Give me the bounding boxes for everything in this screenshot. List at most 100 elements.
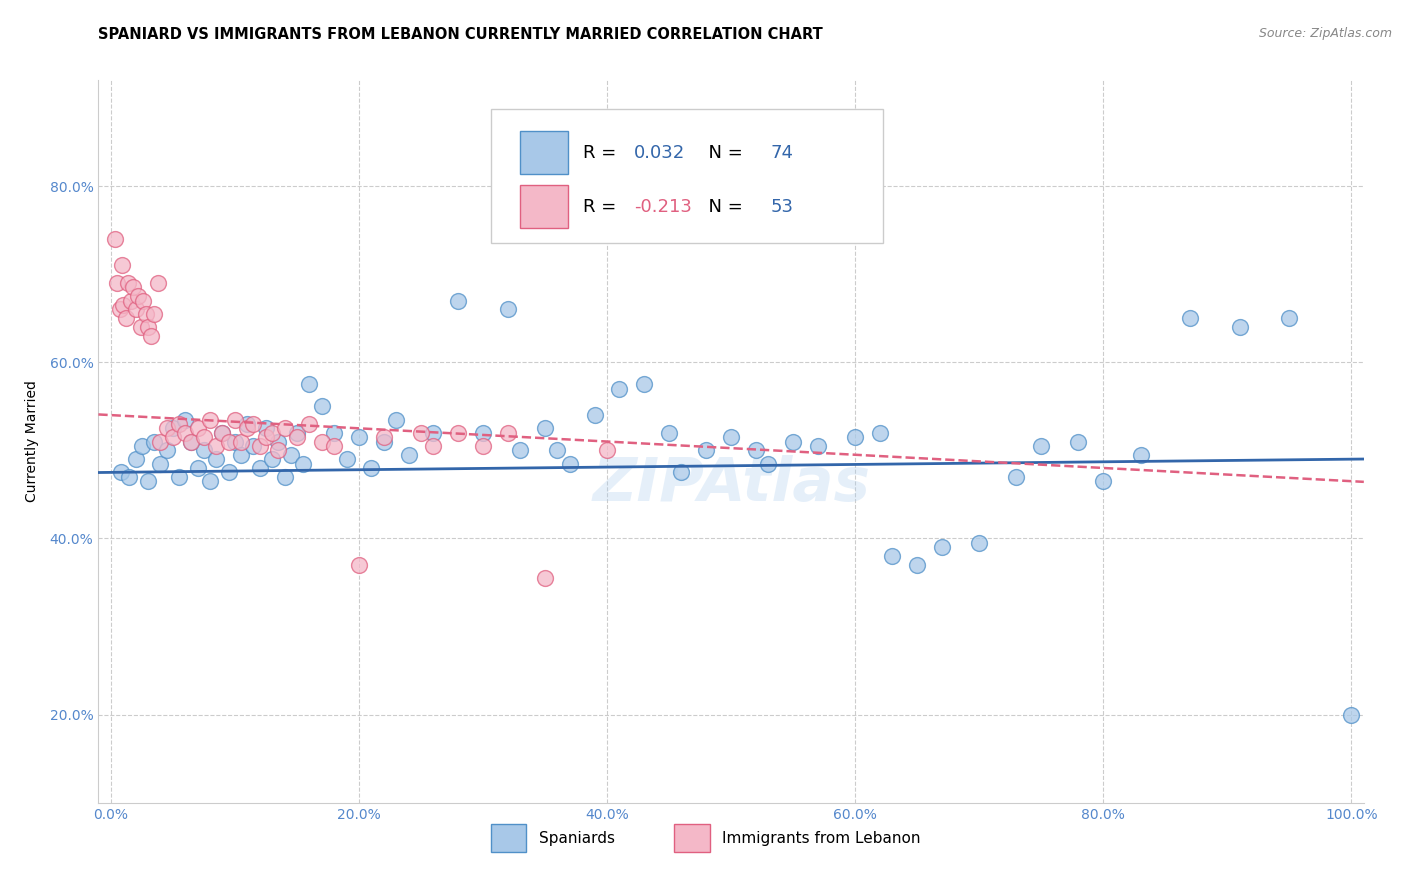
Point bbox=[218, 466, 240, 480]
Point bbox=[187, 421, 209, 435]
Point bbox=[509, 443, 531, 458]
Point bbox=[285, 430, 308, 444]
Point bbox=[242, 439, 264, 453]
Text: ZIPAtlas: ZIPAtlas bbox=[592, 456, 870, 515]
Point bbox=[1278, 311, 1301, 326]
Point bbox=[229, 448, 252, 462]
Point bbox=[633, 377, 655, 392]
Text: Source: ZipAtlas.com: Source: ZipAtlas.com bbox=[1258, 27, 1392, 40]
Point bbox=[373, 430, 395, 444]
Point bbox=[447, 425, 470, 440]
Point bbox=[1092, 474, 1115, 488]
Point bbox=[1178, 311, 1201, 326]
Point bbox=[373, 434, 395, 449]
Point bbox=[124, 452, 146, 467]
Point bbox=[347, 430, 370, 444]
Point bbox=[122, 280, 145, 294]
Point bbox=[149, 457, 172, 471]
Point bbox=[136, 474, 159, 488]
Point bbox=[558, 457, 581, 471]
Text: R =: R = bbox=[583, 144, 621, 161]
Point bbox=[583, 408, 606, 422]
Point bbox=[273, 470, 295, 484]
Point bbox=[103, 232, 125, 246]
Point bbox=[198, 474, 221, 488]
Point bbox=[211, 425, 233, 440]
Point bbox=[267, 434, 290, 449]
Point bbox=[218, 434, 240, 449]
Text: SPANIARD VS IMMIGRANTS FROM LEBANON CURRENTLY MARRIED CORRELATION CHART: SPANIARD VS IMMIGRANTS FROM LEBANON CURR… bbox=[98, 27, 823, 42]
Point bbox=[156, 443, 179, 458]
Text: 74: 74 bbox=[770, 144, 793, 161]
Point bbox=[127, 289, 149, 303]
Point bbox=[129, 320, 152, 334]
Point bbox=[229, 434, 252, 449]
Point bbox=[111, 258, 134, 272]
Point bbox=[162, 421, 184, 435]
Point bbox=[1005, 470, 1028, 484]
Point bbox=[193, 443, 215, 458]
Point bbox=[143, 307, 166, 321]
Point bbox=[114, 311, 136, 326]
Point bbox=[180, 434, 202, 449]
Point bbox=[267, 443, 290, 458]
Point bbox=[149, 434, 172, 449]
FancyBboxPatch shape bbox=[491, 109, 883, 243]
Point bbox=[447, 293, 470, 308]
Point bbox=[596, 443, 619, 458]
Text: 0.032: 0.032 bbox=[634, 144, 685, 161]
Point bbox=[280, 448, 302, 462]
Point bbox=[118, 470, 141, 484]
Point bbox=[323, 425, 346, 440]
Point bbox=[335, 452, 357, 467]
Text: -0.213: -0.213 bbox=[634, 198, 692, 216]
Point bbox=[546, 443, 568, 458]
Point bbox=[174, 425, 197, 440]
Point bbox=[211, 425, 233, 440]
Point bbox=[398, 448, 420, 462]
Point bbox=[347, 558, 370, 572]
Point bbox=[262, 452, 284, 467]
Point bbox=[135, 307, 157, 321]
Point bbox=[180, 434, 202, 449]
Point bbox=[112, 298, 135, 312]
Point bbox=[193, 430, 215, 444]
Point bbox=[167, 470, 190, 484]
Text: Spaniards: Spaniards bbox=[538, 831, 614, 847]
Point bbox=[905, 558, 928, 572]
Point bbox=[1340, 707, 1362, 722]
Point bbox=[931, 541, 953, 555]
Point bbox=[360, 461, 382, 475]
Point bbox=[167, 417, 190, 431]
Point bbox=[1031, 439, 1053, 453]
Text: R =: R = bbox=[583, 198, 621, 216]
Point bbox=[658, 425, 681, 440]
Y-axis label: Currently Married: Currently Married bbox=[24, 381, 38, 502]
Point bbox=[720, 430, 742, 444]
Point bbox=[262, 425, 284, 440]
Point bbox=[422, 439, 444, 453]
Point bbox=[205, 439, 228, 453]
Point bbox=[756, 457, 779, 471]
Point bbox=[695, 443, 717, 458]
FancyBboxPatch shape bbox=[520, 185, 568, 228]
Point bbox=[882, 549, 904, 563]
Point bbox=[249, 439, 271, 453]
Point bbox=[224, 412, 246, 426]
Point bbox=[105, 276, 128, 290]
Text: N =: N = bbox=[697, 198, 748, 216]
Point bbox=[1129, 448, 1152, 462]
Point bbox=[120, 293, 142, 308]
Point bbox=[139, 328, 162, 343]
Point bbox=[224, 434, 246, 449]
Point bbox=[249, 461, 271, 475]
Point bbox=[671, 466, 693, 480]
Point bbox=[496, 302, 519, 317]
Point bbox=[236, 417, 259, 431]
FancyBboxPatch shape bbox=[520, 131, 568, 174]
Point bbox=[132, 293, 155, 308]
Point bbox=[409, 425, 432, 440]
Point bbox=[869, 425, 891, 440]
Point bbox=[124, 302, 146, 317]
Point bbox=[298, 377, 321, 392]
